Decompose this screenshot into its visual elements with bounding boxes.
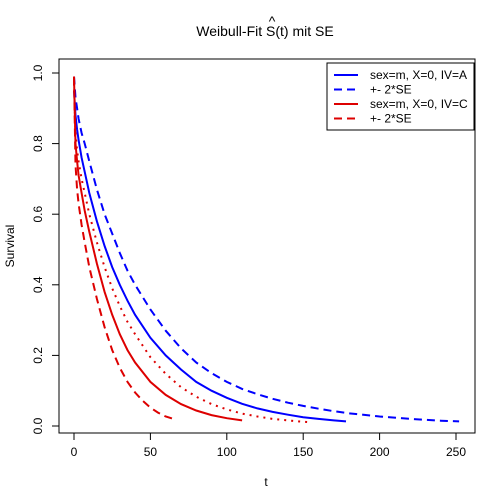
y-tick-label: 0.4 <box>31 276 45 293</box>
y-axis: 0.0 0.2 0.4 0.6 0.8 1.0 <box>31 64 60 434</box>
legend-label: sex=m, X=0, IV=C <box>370 97 468 111</box>
y-tick-label: 0.0 <box>31 417 45 434</box>
title-arg: (t) <box>275 23 288 39</box>
series-line-2 <box>73 76 460 423</box>
x-tick-label: 200 <box>370 445 390 459</box>
series-line-1 <box>73 90 347 423</box>
title-prefix: Weibull-Fit <box>196 23 266 39</box>
series-line-4 <box>73 76 243 422</box>
y-tick-label: 0.2 <box>31 347 45 364</box>
title-suffix: mit SE <box>289 23 334 39</box>
plot-area <box>73 76 460 424</box>
series-line-5 <box>73 76 174 420</box>
legend-label: +- 2*SE <box>370 83 412 97</box>
x-axis-title: t <box>264 475 268 489</box>
title-hat: ^ <box>269 13 276 29</box>
y-tick-label: 0.8 <box>31 135 45 152</box>
title-symbol: S <box>266 23 275 39</box>
y-tick-label: 0.6 <box>31 206 45 223</box>
series-line-3 <box>73 83 308 424</box>
x-tick-label: 100 <box>217 445 237 459</box>
x-tick-label: 50 <box>144 445 158 459</box>
legend-label: +- 2*SE <box>370 112 412 126</box>
x-axis: 0 50 100 150 200 250 <box>71 432 466 459</box>
x-tick-label: 250 <box>446 445 466 459</box>
chart-title: Weibull-Fit S(t) mit SE <box>196 23 333 39</box>
x-tick-label: 150 <box>293 445 313 459</box>
y-tick-label: 1.0 <box>31 64 45 81</box>
x-tick-label: 0 <box>71 445 78 459</box>
y-axis-title: Survival <box>3 225 17 268</box>
legend-label: sex=m, X=0, IV=A <box>370 68 467 82</box>
